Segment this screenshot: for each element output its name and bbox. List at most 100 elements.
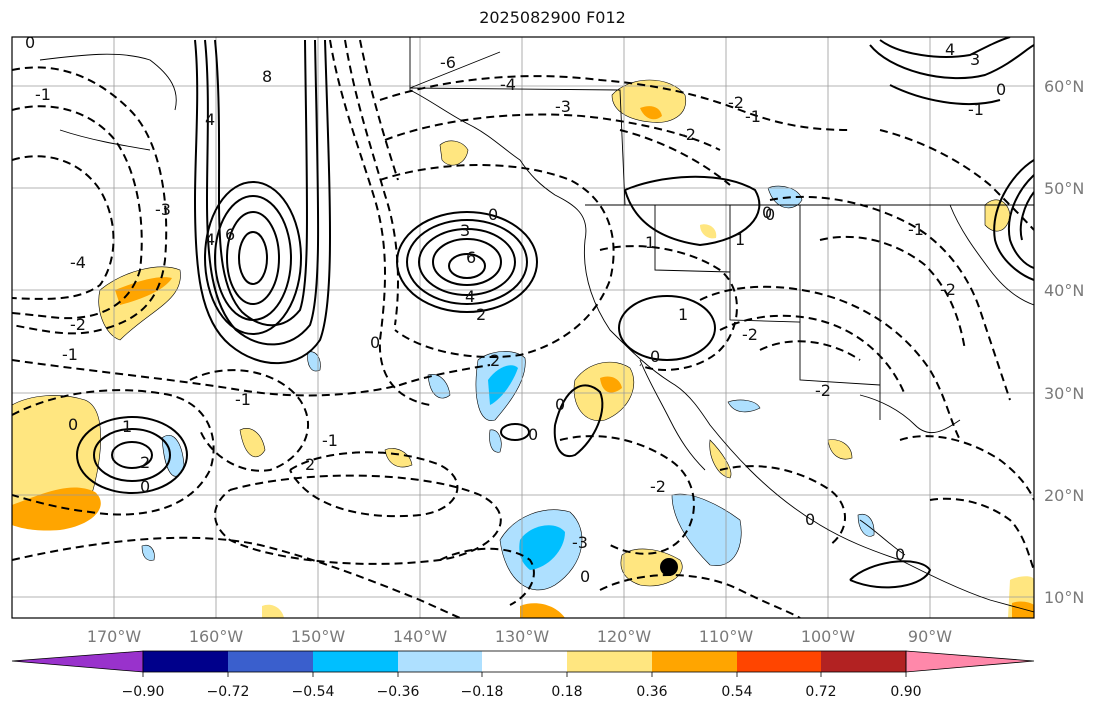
- colorbar-bin: [567, 651, 652, 672]
- contour-label: -2: [680, 125, 696, 144]
- contour-label: 0: [140, 477, 150, 496]
- contour-label: -1: [908, 220, 924, 239]
- contour-label: 0: [996, 80, 1006, 99]
- colorbar-extend-low: [11, 650, 144, 673]
- contour-label: -1: [62, 345, 78, 364]
- lon-label: 150°W: [291, 627, 346, 646]
- colorbar-tick: 0.18: [551, 684, 582, 700]
- map-frame: [11, 36, 1035, 619]
- contour-label: 8: [262, 67, 272, 86]
- contour-label: -2: [742, 325, 758, 344]
- contour-label: -2: [728, 93, 744, 112]
- contour-label: 0: [528, 425, 538, 444]
- colorbar-bin: [313, 651, 398, 672]
- lon-label: 160°W: [189, 627, 244, 646]
- colorbar-tick: 0.90: [890, 684, 921, 700]
- colorbar-extend-high: [905, 650, 1035, 673]
- lat-label: 10°N: [1044, 588, 1084, 607]
- colorbar-tick: 0.36: [636, 684, 667, 700]
- colorbar-tick: −0.18: [461, 684, 504, 700]
- lon-label: 120°W: [597, 627, 652, 646]
- colorbar-tick: −0.72: [207, 684, 250, 700]
- lon-label: 100°W: [801, 627, 856, 646]
- contour-label: 0: [68, 415, 78, 434]
- contour-label: 0: [555, 395, 565, 414]
- contour-label: 1: [645, 233, 655, 252]
- contour-label: 1: [735, 230, 745, 249]
- shaded-field-positive: [12, 79, 1034, 618]
- contour-label: -4: [70, 253, 86, 272]
- contour-label: -2: [815, 381, 831, 400]
- contour-label: 2: [305, 455, 315, 474]
- contour-label: -1: [322, 431, 338, 450]
- colorbar-bin: [143, 651, 228, 672]
- lon-label: 170°W: [87, 627, 142, 646]
- contour-label: 0: [488, 205, 498, 224]
- contour-label: -1: [745, 107, 761, 126]
- colorbar-bin: [228, 651, 313, 672]
- contour-label: -3: [572, 533, 588, 552]
- colorbar-tick: 0.54: [721, 684, 752, 700]
- contour-labels: -6 -4 -3 -4 -3 -2 -1 0 1 2 0 6 4 8 4 0 3…: [25, 33, 1006, 586]
- contour-label: 1: [678, 305, 688, 324]
- contour-label: 0: [895, 545, 905, 564]
- contour-label: -1: [235, 390, 251, 409]
- contour-label: 0: [25, 33, 35, 52]
- colorbar-bin: [398, 651, 482, 672]
- colorbar-tick: −0.36: [377, 684, 420, 700]
- latitude-labels: 60°N 50°N 40°N 30°N 20°N 10°N: [1044, 77, 1084, 607]
- contour-label: 4: [945, 40, 955, 59]
- colorbar-bin: [737, 651, 821, 672]
- marker-dot: [660, 558, 678, 576]
- contour-label: 0: [765, 205, 775, 224]
- contour-label: 0: [580, 567, 590, 586]
- contour-label: 6: [225, 225, 235, 244]
- lon-label: 110°W: [699, 627, 754, 646]
- lon-label: 130°W: [495, 627, 550, 646]
- contour-label: -4: [500, 75, 516, 94]
- contour-label: -3: [155, 200, 171, 219]
- lat-label: 30°N: [1044, 384, 1084, 403]
- contour-label: -2: [940, 280, 956, 299]
- contour-label: -2: [70, 315, 86, 334]
- contour-label: -3: [555, 97, 571, 116]
- contour-label: -1: [968, 100, 984, 119]
- colorbar-bin: [652, 651, 737, 672]
- contour-label: 2: [490, 351, 500, 370]
- contour-label: 0: [762, 203, 772, 222]
- lat-label: 40°N: [1044, 281, 1084, 300]
- longitude-labels: 170°W 160°W 150°W 140°W 130°W 120°W 110°…: [87, 627, 952, 646]
- colorbar-bin: [821, 651, 906, 672]
- colorbar-tick: 0.72: [805, 684, 836, 700]
- lat-label: 60°N: [1044, 77, 1084, 96]
- contour-label: -1: [35, 85, 51, 104]
- map-title: 2025082900 F012: [479, 8, 626, 27]
- lon-label: 140°W: [393, 627, 448, 646]
- contour-label: 3: [460, 221, 470, 240]
- contour-label: 6: [466, 248, 476, 267]
- coastlines-borders: [39, 37, 1034, 613]
- contour-label: -6: [440, 53, 456, 72]
- positive-contours: [76, 37, 1034, 589]
- contour-label: 0: [650, 347, 660, 366]
- contour-label: 4: [205, 110, 215, 129]
- lat-label: 50°N: [1044, 179, 1084, 198]
- contour-label: 1: [122, 417, 132, 436]
- lat-lon-grid: [12, 37, 1034, 618]
- contour-label: 4: [465, 287, 475, 306]
- contour-label: 0: [370, 333, 380, 352]
- contour-label: 4: [205, 230, 215, 249]
- colorbar: −0.90 −0.72 −0.54 −0.36 −0.18 0.18 0.36 …: [11, 650, 1035, 700]
- shaded-field-negative: [141, 185, 875, 591]
- contour-label: -2: [650, 477, 666, 496]
- colorbar-bin: [482, 651, 567, 672]
- contour-label: 2: [140, 453, 150, 472]
- contour-label: 3: [970, 50, 980, 69]
- lon-label: 90°W: [908, 627, 952, 646]
- contour-label: 0: [805, 510, 815, 529]
- lat-label: 20°N: [1044, 486, 1084, 505]
- contour-label: 2: [476, 305, 486, 324]
- negative-contours: [12, 39, 1034, 618]
- colorbar-tick: −0.90: [122, 684, 165, 700]
